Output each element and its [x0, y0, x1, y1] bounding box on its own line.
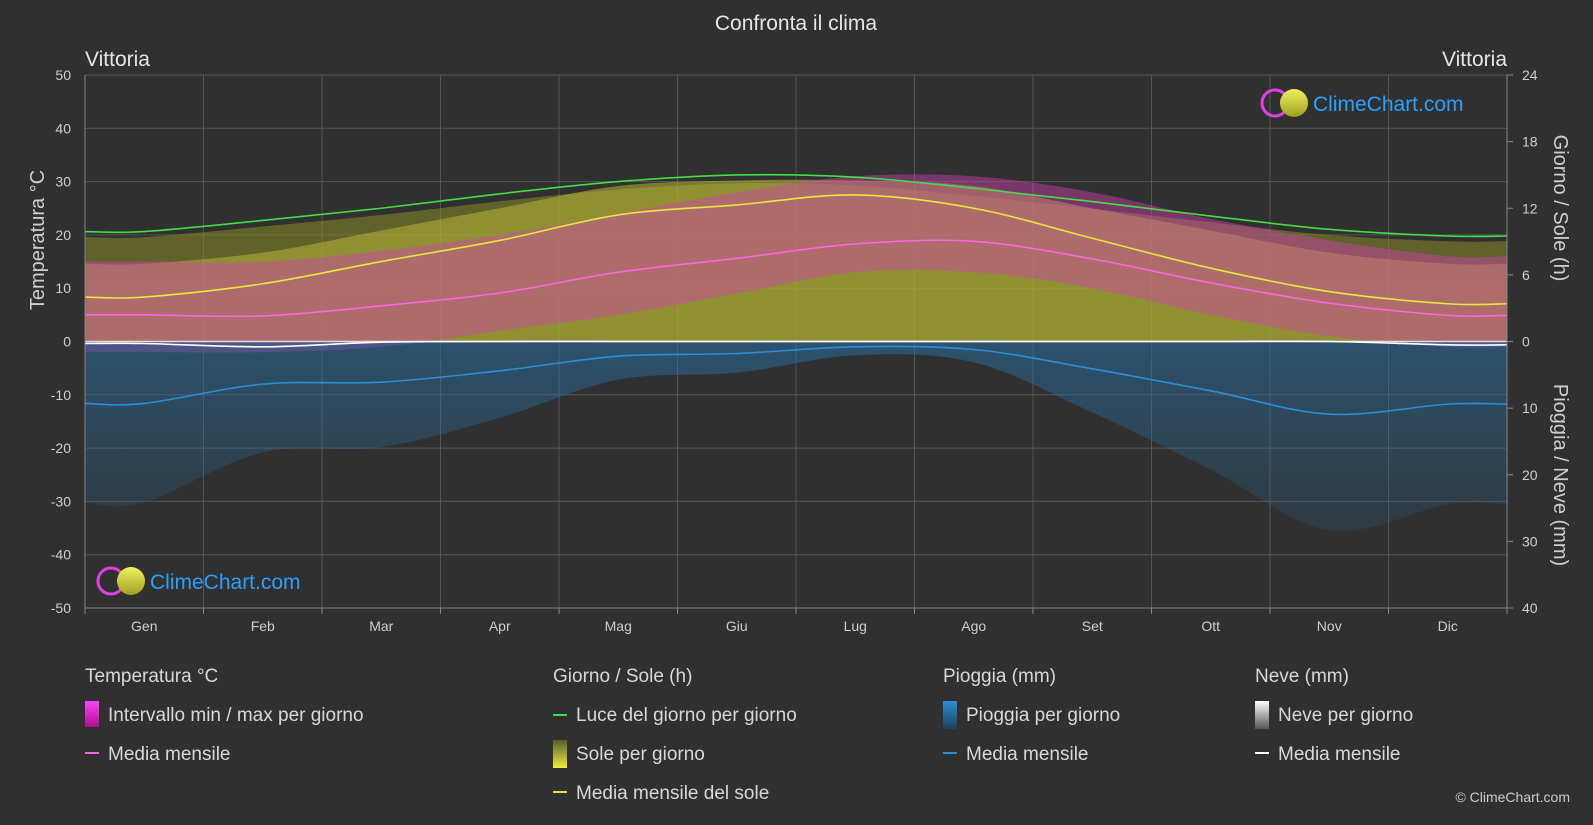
legend-item-sun-mean: Media mensile del sole [576, 783, 769, 804]
logo-top-right[interactable]: ClimeChart.com [1260, 88, 1464, 118]
axes: 50 40 30 20 10 0 -10 -20 -30 -40 -50 24 18 12 6 0 10 20 30… [51, 67, 1538, 634]
x-tick-month: Apr [489, 618, 511, 634]
legend-item-sunshine: Sole per giorno [576, 744, 705, 765]
legend-header-snow: Neve (mm) [1255, 666, 1349, 687]
legend-item-rain-mean: Media mensile [966, 744, 1089, 765]
legend-swatch-temp-range [85, 701, 99, 727]
legend-swatch-sunshine [553, 740, 567, 768]
y-axis-left-label: Temperatura °C [27, 170, 49, 310]
daylight-line [84, 173, 1508, 238]
y-tick-right-top: 18 [1522, 134, 1538, 150]
x-tick-month: Feb [251, 618, 275, 634]
y-tick-left: 10 [55, 280, 71, 296]
x-tick-month: Mar [369, 618, 393, 634]
chart-title: Confronta il clima [715, 12, 878, 35]
x-tick-month: Nov [1317, 618, 1342, 634]
y-tick-right-bottom: 30 [1522, 533, 1538, 549]
legend-header-temperature: Temperatura °C [85, 666, 218, 687]
legend-item-daylight: Luce del giorno per giorno [576, 705, 797, 726]
x-tick-month: Ago [961, 618, 986, 634]
y-tick-left: 20 [55, 227, 71, 243]
y-axis-right-bottom-label: Pioggia / Neve (mm) [1549, 384, 1571, 566]
temperature-range-band [85, 174, 1507, 353]
y-axis-right-top-label: Giorno / Sole (h) [1549, 135, 1571, 282]
sunshine-mean-line [84, 194, 1508, 306]
y-tick-left: 0 [63, 334, 71, 350]
y-tick-left: -30 [51, 493, 71, 509]
y-tick-left: 30 [55, 174, 71, 190]
y-tick-right-top: 0 [1522, 334, 1530, 350]
legend-header-sun: Giorno / Sole (h) [553, 666, 692, 687]
logo-bottom-left[interactable]: ClimeChart.com [96, 566, 301, 596]
y-tick-left: 50 [55, 67, 71, 83]
legend-header-rain: Pioggia (mm) [943, 666, 1056, 687]
x-tick-month: Dic [1438, 618, 1458, 634]
logo-text: ClimeChart.com [1313, 93, 1464, 116]
y-tick-right-top: 12 [1522, 200, 1538, 216]
x-tick-month: Mag [605, 618, 632, 634]
snow-mean-line [84, 340, 1508, 348]
y-tick-left: -20 [51, 440, 71, 456]
legend-item-snow: Neve per giorno [1278, 705, 1413, 726]
y-tick-left: -40 [51, 547, 71, 563]
sunshine-band [85, 179, 1507, 342]
y-tick-right-top: 24 [1522, 67, 1538, 83]
rain-mean-line [84, 345, 1508, 416]
logo-text: ClimeChart.com [150, 571, 301, 594]
y-tick-left: -10 [51, 387, 71, 403]
x-tick-month: Set [1082, 618, 1103, 634]
copyright: © ClimeChart.com [1455, 789, 1570, 805]
x-tick-month: Ott [1201, 618, 1220, 634]
y-tick-right-bottom: 20 [1522, 467, 1538, 483]
legend-swatch-rain [943, 701, 957, 729]
y-tick-left: -50 [51, 600, 71, 616]
series-lines [84, 173, 1508, 416]
legend-item-temp-range: Intervallo min / max per giorno [108, 705, 364, 726]
logo-sun-icon [117, 567, 145, 595]
legend-item-temp-mean: Media mensile [108, 744, 231, 765]
legend-item-rain: Pioggia per giorno [966, 705, 1120, 726]
x-tick-month: Giu [726, 618, 748, 634]
location-left: Vittoria [85, 48, 150, 71]
y-tick-left: 40 [55, 120, 71, 136]
legend-swatch-snow [1255, 701, 1269, 729]
legend-item-snow-mean: Media mensile [1278, 744, 1401, 765]
data-bands [85, 174, 1507, 532]
legend: Temperatura °C Intervallo min / max per … [85, 666, 1413, 804]
temperature-mean-line [84, 239, 1508, 318]
location-right: Vittoria [1442, 48, 1507, 71]
x-tick-month: Lug [844, 618, 867, 634]
logo-sun-icon [1280, 89, 1308, 117]
x-tick-month: Gen [131, 618, 157, 634]
y-tick-right-top: 6 [1522, 267, 1530, 283]
rain-band [85, 341, 1507, 532]
y-tick-right-bottom: 10 [1522, 400, 1538, 416]
y-tick-right-bottom: 40 [1522, 600, 1538, 616]
